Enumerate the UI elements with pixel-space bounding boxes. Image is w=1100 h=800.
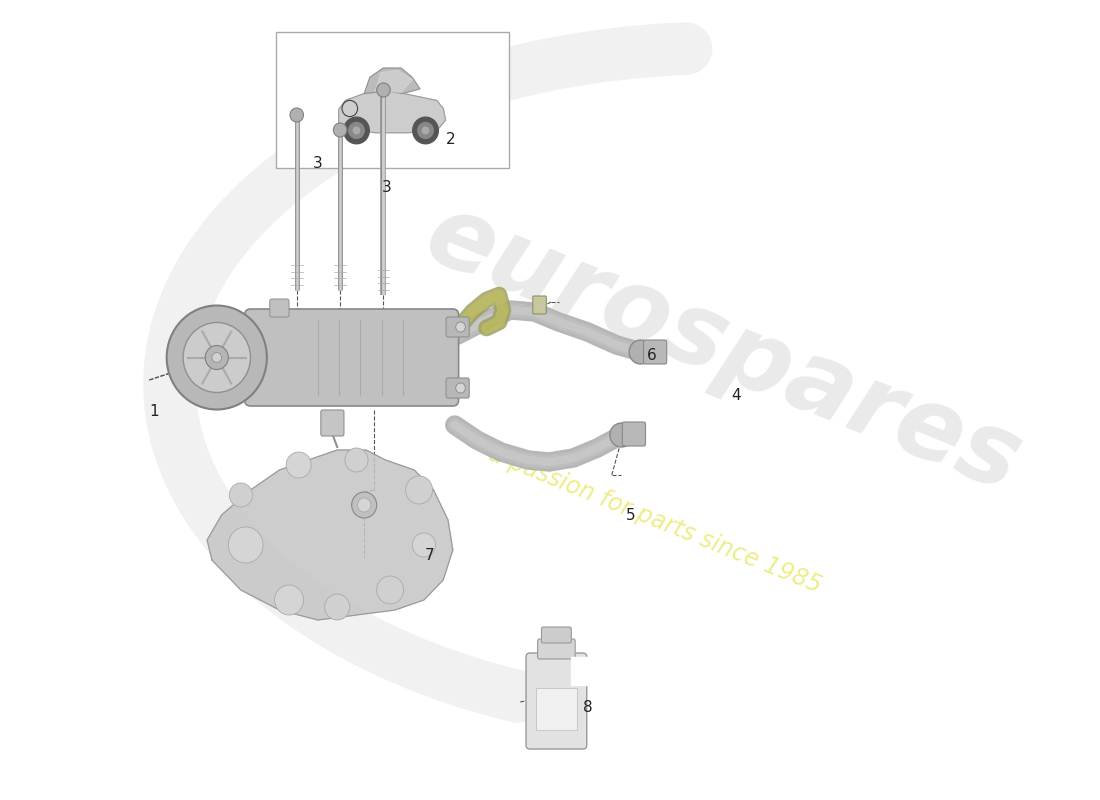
Circle shape: [229, 527, 263, 563]
Text: 3: 3: [382, 181, 392, 195]
Bar: [275, 32, 508, 168]
Text: 4: 4: [732, 389, 741, 403]
FancyBboxPatch shape: [244, 309, 459, 406]
Text: 6: 6: [647, 349, 657, 363]
Text: 8: 8: [583, 701, 593, 715]
Circle shape: [358, 498, 371, 512]
FancyBboxPatch shape: [321, 410, 344, 436]
Circle shape: [333, 123, 346, 137]
FancyBboxPatch shape: [270, 299, 289, 317]
Text: 1: 1: [148, 405, 158, 419]
Circle shape: [349, 122, 364, 138]
Text: eurospares: eurospares: [411, 186, 1034, 514]
Circle shape: [629, 340, 652, 364]
Polygon shape: [375, 70, 412, 92]
FancyBboxPatch shape: [538, 639, 575, 659]
Circle shape: [376, 83, 390, 97]
FancyBboxPatch shape: [447, 378, 470, 398]
Circle shape: [229, 483, 252, 507]
Circle shape: [412, 117, 438, 144]
Circle shape: [353, 127, 360, 134]
Text: a passion for parts since 1985: a passion for parts since 1985: [485, 442, 825, 598]
Polygon shape: [207, 450, 453, 620]
Text: 3: 3: [314, 157, 322, 171]
Circle shape: [609, 423, 632, 447]
Circle shape: [345, 448, 368, 472]
Text: 7: 7: [425, 549, 435, 563]
Polygon shape: [571, 657, 587, 685]
Polygon shape: [364, 68, 420, 94]
Bar: [536, 688, 578, 730]
Circle shape: [422, 127, 429, 134]
Circle shape: [206, 346, 229, 370]
Circle shape: [167, 306, 267, 410]
Circle shape: [275, 585, 304, 615]
Circle shape: [352, 492, 376, 518]
Circle shape: [418, 122, 433, 138]
Circle shape: [455, 383, 465, 393]
Circle shape: [455, 322, 465, 332]
Circle shape: [376, 576, 404, 604]
Circle shape: [290, 108, 304, 122]
Polygon shape: [339, 91, 446, 133]
FancyBboxPatch shape: [532, 296, 547, 314]
FancyBboxPatch shape: [541, 627, 571, 643]
Circle shape: [324, 594, 350, 620]
Circle shape: [412, 533, 436, 557]
Circle shape: [406, 476, 432, 504]
FancyBboxPatch shape: [644, 340, 667, 364]
FancyBboxPatch shape: [623, 422, 646, 446]
Circle shape: [343, 117, 370, 144]
Text: 5: 5: [626, 509, 636, 523]
Text: 2: 2: [446, 133, 455, 147]
FancyBboxPatch shape: [526, 653, 586, 749]
Circle shape: [212, 353, 221, 362]
Circle shape: [286, 452, 311, 478]
FancyBboxPatch shape: [447, 317, 470, 337]
Circle shape: [183, 322, 251, 393]
